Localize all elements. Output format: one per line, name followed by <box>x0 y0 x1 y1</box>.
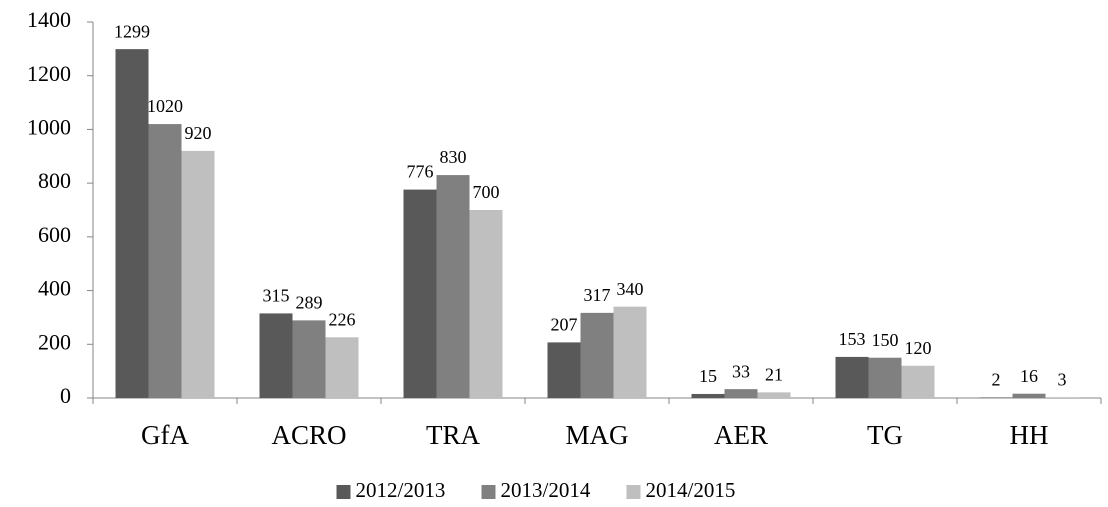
data-label: 315 <box>263 286 290 306</box>
y-tick-label: 1000 <box>27 114 71 139</box>
legend-label: 2014/2015 <box>646 478 736 502</box>
bar <box>1012 393 1046 398</box>
bar <box>724 389 758 398</box>
bar <box>292 320 326 398</box>
bar <box>547 342 581 398</box>
data-label: 3 <box>1058 369 1067 389</box>
bar <box>325 337 359 398</box>
bar <box>181 150 215 398</box>
x-tick-label: ACRO <box>271 420 346 450</box>
legend-swatch <box>336 485 351 499</box>
y-tick-label: 400 <box>38 276 71 301</box>
data-label: 150 <box>872 330 899 350</box>
data-label: 21 <box>765 364 783 384</box>
data-label: 340 <box>617 279 644 299</box>
y-tick-label: 1400 <box>27 7 71 32</box>
y-tick-label: 800 <box>38 168 71 193</box>
data-label: 2 <box>992 370 1001 390</box>
data-label: 776 <box>407 162 434 182</box>
legend-label: 2013/2014 <box>501 478 591 502</box>
data-label: 226 <box>329 309 356 329</box>
data-label: 16 <box>1020 366 1038 386</box>
bar <box>148 124 182 399</box>
bar <box>757 392 791 398</box>
data-label: 289 <box>296 293 323 313</box>
bar <box>901 365 935 398</box>
bar <box>115 49 149 399</box>
x-tick-label: GfA <box>141 420 189 450</box>
y-tick-label: 600 <box>38 222 71 247</box>
data-label: 1020 <box>147 96 183 116</box>
data-label: 1299 <box>114 21 150 41</box>
bar <box>580 312 614 398</box>
bar <box>403 189 437 398</box>
data-label: 920 <box>185 123 212 143</box>
bar <box>613 306 647 398</box>
bar <box>868 357 902 398</box>
bar <box>436 175 470 398</box>
x-tick-label: HH <box>1010 420 1049 450</box>
data-label: 153 <box>839 329 866 349</box>
x-tick-label: AER <box>714 420 768 450</box>
data-label: 700 <box>473 182 500 202</box>
x-tick-label: TG <box>867 420 903 450</box>
y-tick-label: 0 <box>60 383 71 408</box>
data-label: 15 <box>699 366 717 386</box>
bar <box>691 393 725 398</box>
x-tick-label: MAG <box>565 420 628 450</box>
data-label: 120 <box>905 338 932 358</box>
legend-swatch <box>481 485 496 499</box>
x-tick-label: TRA <box>426 420 481 450</box>
bar <box>979 397 1013 398</box>
legend-label: 2012/2013 <box>356 478 446 502</box>
bar <box>469 210 503 398</box>
data-label: 830 <box>440 147 467 167</box>
bar <box>1045 397 1079 398</box>
bar <box>835 356 869 398</box>
data-label: 33 <box>732 361 750 381</box>
bar <box>259 313 293 398</box>
legend-swatch <box>626 485 641 499</box>
data-label: 317 <box>584 285 611 305</box>
data-label: 207 <box>551 315 578 335</box>
y-tick-label: 1200 <box>27 61 71 86</box>
y-tick-label: 200 <box>38 329 71 354</box>
